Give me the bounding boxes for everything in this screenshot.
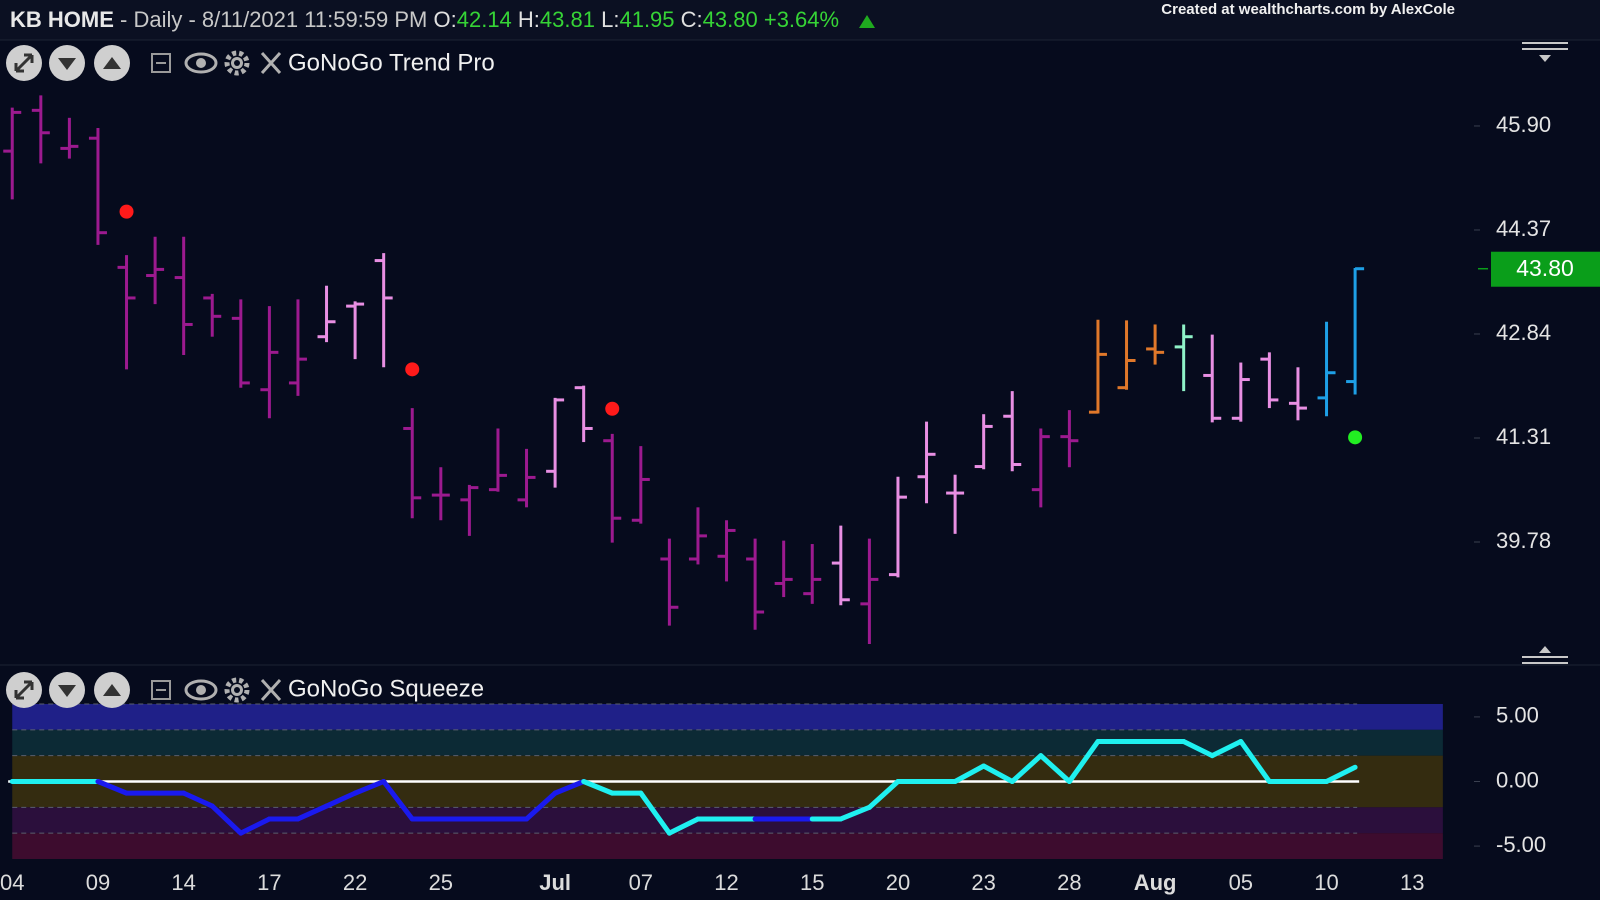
y-tick-label: 5.00 [1496,703,1539,728]
squeeze-line [209,803,244,836]
high-value: 43.81 [539,7,595,32]
x-tick-label: 05 [1229,870,1253,895]
close-label: C: [680,7,703,32]
header: KB HOME - Daily - 8/11/2021 11:59:59 PM … [10,0,876,40]
squeeze-zone [12,704,1443,730]
menu-icon[interactable] [1522,42,1568,62]
x-tick-label: 12 [714,870,738,895]
squeeze-line [581,779,615,796]
squeeze-line [981,763,1015,784]
x-tick-label: 13 [1400,870,1424,895]
x-tick-label: 07 [629,870,653,895]
x-tick-label: 20 [886,870,910,895]
toolbar[interactable] [6,672,280,708]
squeeze-line [1209,738,1244,759]
menu-icon[interactable] [1522,646,1568,664]
signal-dot [119,204,134,219]
squeeze-line [638,790,672,836]
change: +3.64% [763,7,840,32]
signal-dot [405,362,420,377]
y-tick-label: 45.90 [1496,112,1551,137]
y-tick-label: 39.78 [1496,528,1551,553]
squeeze-line [1324,764,1358,784]
y-tick-label: -5.00 [1496,832,1546,857]
x-tick-label: Aug [1134,870,1177,895]
last-price-box [1491,251,1600,287]
description: - Daily - 8/11/2021 11:59:59 PM [120,7,428,32]
up-arrow [859,15,876,29]
squeeze-line [1238,738,1272,784]
x-tick-label: 17 [257,870,281,895]
squeeze-line [1066,738,1101,784]
credit: Created at wealthcharts.com by AlexCole [1161,1,1455,18]
low-value: 41.95 [619,7,675,32]
squeeze-line [952,763,987,784]
signal-dot [1348,430,1363,445]
low-label: L: [601,7,620,32]
y-tick-label: 41.31 [1496,424,1551,449]
x-tick-label: 10 [1314,870,1338,895]
x-tick-label: 25 [429,870,453,895]
squeeze-line [666,816,701,836]
x-tick-label: Jul [539,870,571,895]
squeeze-line [238,816,272,836]
squeeze-line [838,804,872,822]
squeeze-line [1009,753,1044,784]
y-tick-label: 0.00 [1496,767,1539,792]
x-tick-label: 22 [343,870,367,895]
x-tick-label: 23 [971,870,995,895]
squeeze-line [181,790,215,809]
x-tick-label: 04 [0,870,24,895]
squeeze-zone [12,833,1443,859]
open-label: O: [433,7,457,32]
open-value: 42.14 [456,7,512,32]
header-bar [0,0,1600,40]
panel-title: GoNoGo Squeeze [288,675,484,702]
symbol: KB HOME [10,7,114,32]
panel-title: GoNoGo Trend Pro [288,49,495,76]
toolbar[interactable] [6,45,280,81]
squeeze-line [866,779,901,810]
squeeze-line [295,803,330,822]
squeeze-line [552,779,587,796]
squeeze-line [1181,738,1215,759]
x-tick-label: 15 [800,870,824,895]
high-label: H: [517,7,540,32]
x-tick-label: 14 [171,870,195,895]
squeeze-line [352,779,387,796]
squeeze-line [95,779,130,796]
squeeze-line [1038,753,1072,784]
y-tick-label: 42.84 [1496,320,1551,345]
last-price-label: 43.80 [1516,255,1574,281]
x-tick-label: 28 [1057,870,1081,895]
signal-dot [605,401,620,416]
y-tick-label: 44.37 [1496,216,1551,241]
squeeze-line [524,790,558,822]
x-tick-label: 09 [86,870,110,895]
squeeze-line [324,790,358,809]
plot-layers: 43.80 39.78 41.31 42.84 44.37 45.90 04 09 14 17 22… [0,95,1600,895]
squeeze-line [381,779,415,822]
close-value: 43.80 [702,7,758,32]
squeeze-zone [12,729,1443,756]
